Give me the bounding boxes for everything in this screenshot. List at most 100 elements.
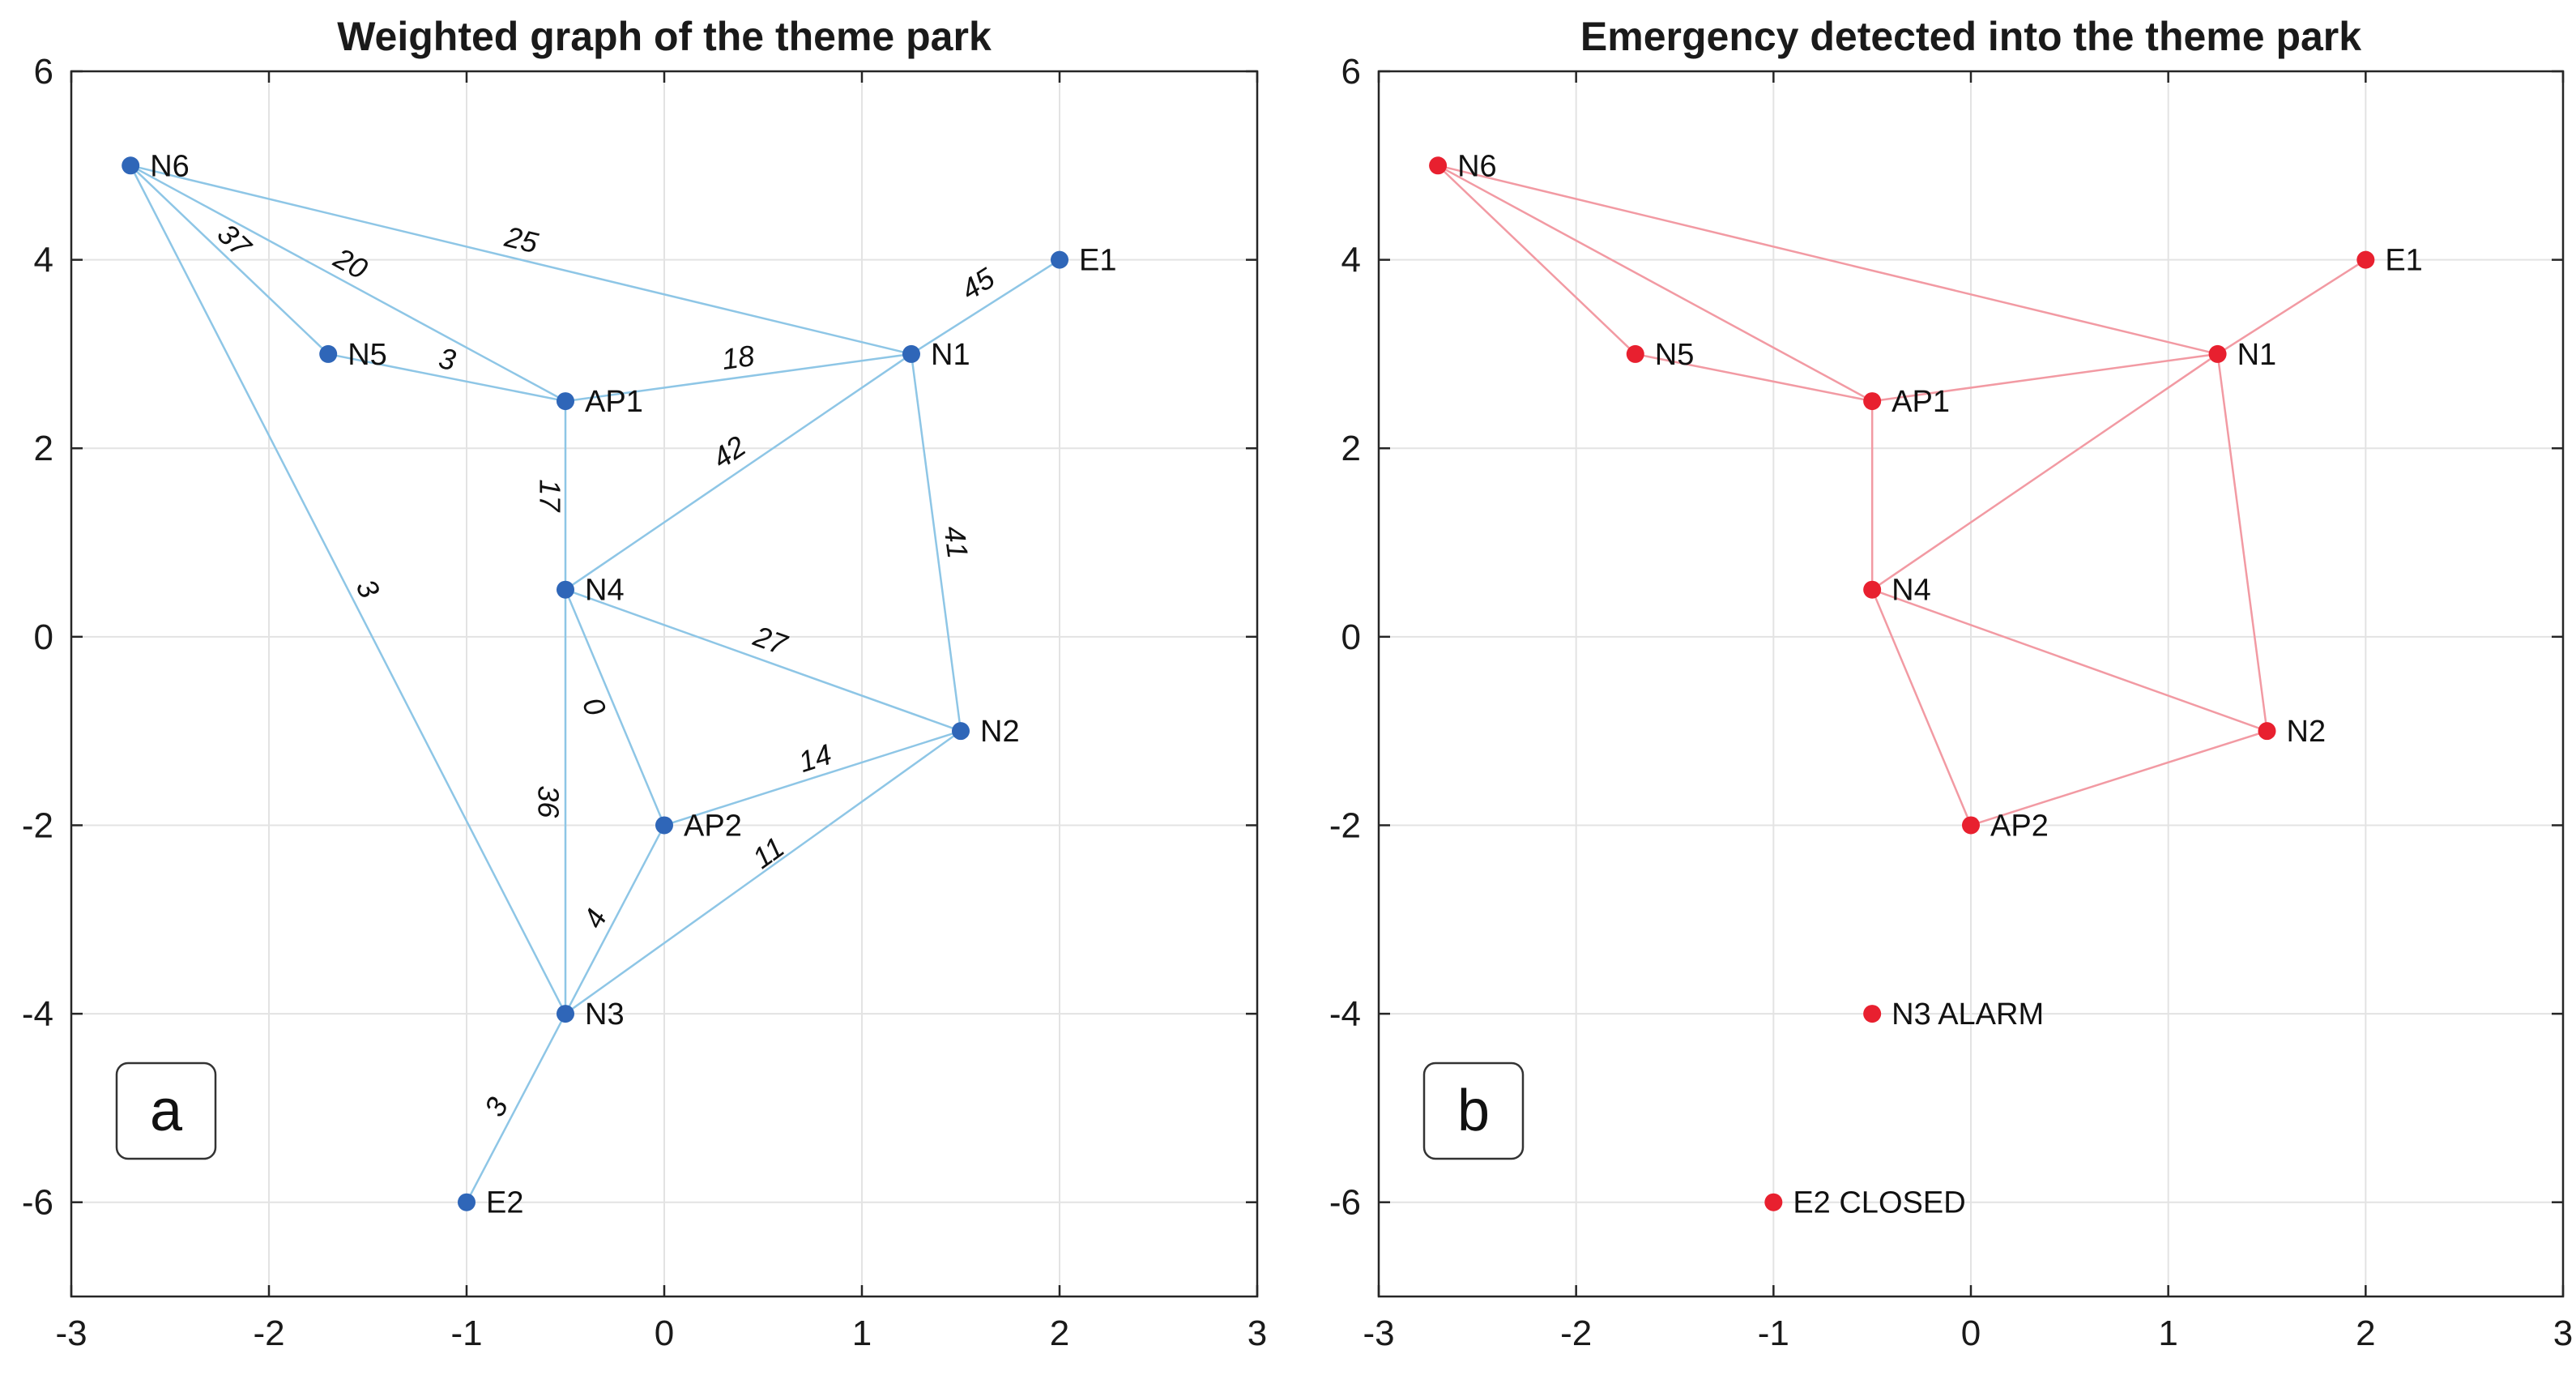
y-tick-label: 4 [34, 241, 53, 280]
edge-N6-N5 [1437, 164, 1636, 355]
x-tick-label: 1 [2158, 1314, 2177, 1353]
node-ap1-marker [557, 392, 574, 411]
node-e1-marker [1051, 250, 1068, 269]
node-n1-marker [2208, 344, 2227, 363]
edge-N4-N1 [1871, 352, 2219, 591]
node-n4-label: N4 [1891, 574, 1931, 608]
edge-N4-AP2 [564, 589, 666, 826]
x-tick-label: 3 [1247, 1314, 1267, 1353]
edge-N6-AP1 [130, 164, 566, 403]
node-n5-label: N5 [1655, 338, 1695, 372]
edge-weight-label: 17 [533, 479, 566, 513]
edge-AP1-N1 [1871, 352, 2218, 403]
y-tick-label: 2 [34, 429, 53, 468]
edge-N4-N2 [1871, 588, 2267, 733]
edge-weight-label: 41 [937, 524, 975, 561]
node-n3-marker [557, 1005, 574, 1023]
edge-N1-E1 [911, 258, 1060, 355]
edge-N4-N1 [565, 352, 912, 591]
y-tick-label: -4 [1329, 994, 1361, 1034]
y-tick-label: 4 [1341, 241, 1361, 280]
edge-N3-N2 [565, 730, 962, 1015]
node-ap2-marker [655, 816, 673, 835]
y-tick-label: 6 [1341, 52, 1361, 92]
panel-tag-box [115, 1061, 217, 1160]
y-tick-label: 0 [34, 617, 53, 657]
edge-N4-N2 [565, 588, 962, 733]
x-tick-label: 0 [655, 1314, 674, 1353]
x-tick-label: 3 [2553, 1314, 2573, 1353]
node-e1-label: E1 [1079, 244, 1116, 278]
node-ap2-marker [1962, 816, 1980, 835]
x-tick-label: -1 [450, 1314, 482, 1353]
edge-AP2-N2 [663, 729, 962, 827]
node-e2-marker [1764, 1193, 1783, 1211]
node-ap2-label: AP2 [1990, 809, 2049, 843]
panel-tag-label: a [150, 1079, 183, 1143]
x-tick-label: -3 [1363, 1314, 1394, 1353]
x-tick-label: -2 [1560, 1314, 1592, 1353]
edge-weight-label: 18 [719, 339, 756, 376]
y-tick-label: -2 [1329, 805, 1361, 845]
node-n3-marker [1863, 1005, 1882, 1023]
node-ap1-label: AP1 [585, 385, 643, 419]
edge-N1-N2 [2216, 353, 2268, 732]
node-n6-marker [122, 156, 140, 175]
node-n4-marker [557, 580, 574, 599]
x-tick-label: 2 [2356, 1314, 2375, 1353]
node-n5-marker [1626, 344, 1644, 363]
x-tick-label: 1 [852, 1314, 872, 1353]
edge-N1-E1 [2216, 258, 2367, 355]
node-e1-label: E1 [2385, 244, 2422, 278]
node-n1-marker [902, 344, 920, 363]
y-tick-label: -4 [22, 994, 53, 1034]
x-tick-label: 2 [1050, 1314, 1069, 1353]
node-n4-marker [1863, 580, 1882, 599]
y-tick-label: 2 [1341, 429, 1361, 468]
edge-weight-label: 36 [531, 785, 565, 818]
node-n6-marker [1429, 156, 1448, 175]
node-n2-marker [2258, 722, 2276, 741]
node-n1-label: N1 [931, 338, 970, 372]
node-e2-label: E2 [486, 1186, 523, 1220]
node-n1-label: N1 [2237, 338, 2277, 372]
y-tick-label: 0 [1341, 617, 1361, 657]
x-tick-label: -1 [1758, 1314, 1789, 1353]
y-tick-label: -6 [1329, 1183, 1361, 1223]
edge-AP1-N1 [565, 352, 912, 403]
panel-b: -3 -2 -1 0 1 2 3 6 4 2 0 -2 -4 -6 Emergency detected i… [1329, 14, 2573, 1353]
edge-N6-N1 [1437, 164, 2218, 356]
edge-N3-AP2 [564, 824, 666, 1015]
node-n4-label: N4 [585, 574, 625, 608]
node-ap1-label: AP1 [1891, 385, 1950, 419]
panel-tag-box [1422, 1061, 1525, 1160]
edge-N3-E2 [465, 1013, 567, 1203]
y-tick-label: 6 [34, 52, 53, 92]
edge-N6-N1 [130, 164, 912, 356]
node-e1-marker [2356, 250, 2375, 269]
node-n6-label: N6 [1457, 149, 1497, 183]
node-e2-label: E2 CLOSED [1793, 1186, 1965, 1220]
node-n2-label: N2 [2287, 715, 2327, 749]
node-n3-label: N3 ALARM [1891, 997, 2044, 1032]
node-n5-label: N5 [348, 338, 387, 372]
node-n2-label: N2 [980, 715, 1020, 749]
edge-N5-AP1 [327, 352, 566, 403]
x-tick-label: -2 [253, 1314, 284, 1353]
node-n2-marker [952, 722, 970, 741]
node-n3-label: N3 [585, 997, 625, 1032]
node-n5-marker [319, 344, 338, 363]
node-e2-marker [458, 1193, 476, 1211]
edge-N4-AP2 [1871, 589, 1973, 826]
panel-tag-label: b [1457, 1079, 1490, 1143]
node-ap1-marker [1863, 392, 1882, 411]
edge-N6-N3 [130, 164, 567, 1015]
x-tick-label: 0 [1961, 1314, 1981, 1353]
edge-AP2-N2 [1970, 729, 2267, 827]
node-n6-label: N6 [150, 149, 190, 183]
edge-N5-AP1 [1635, 352, 1873, 403]
edge-N6-N5 [130, 164, 330, 355]
y-tick-label: -6 [22, 1183, 53, 1223]
